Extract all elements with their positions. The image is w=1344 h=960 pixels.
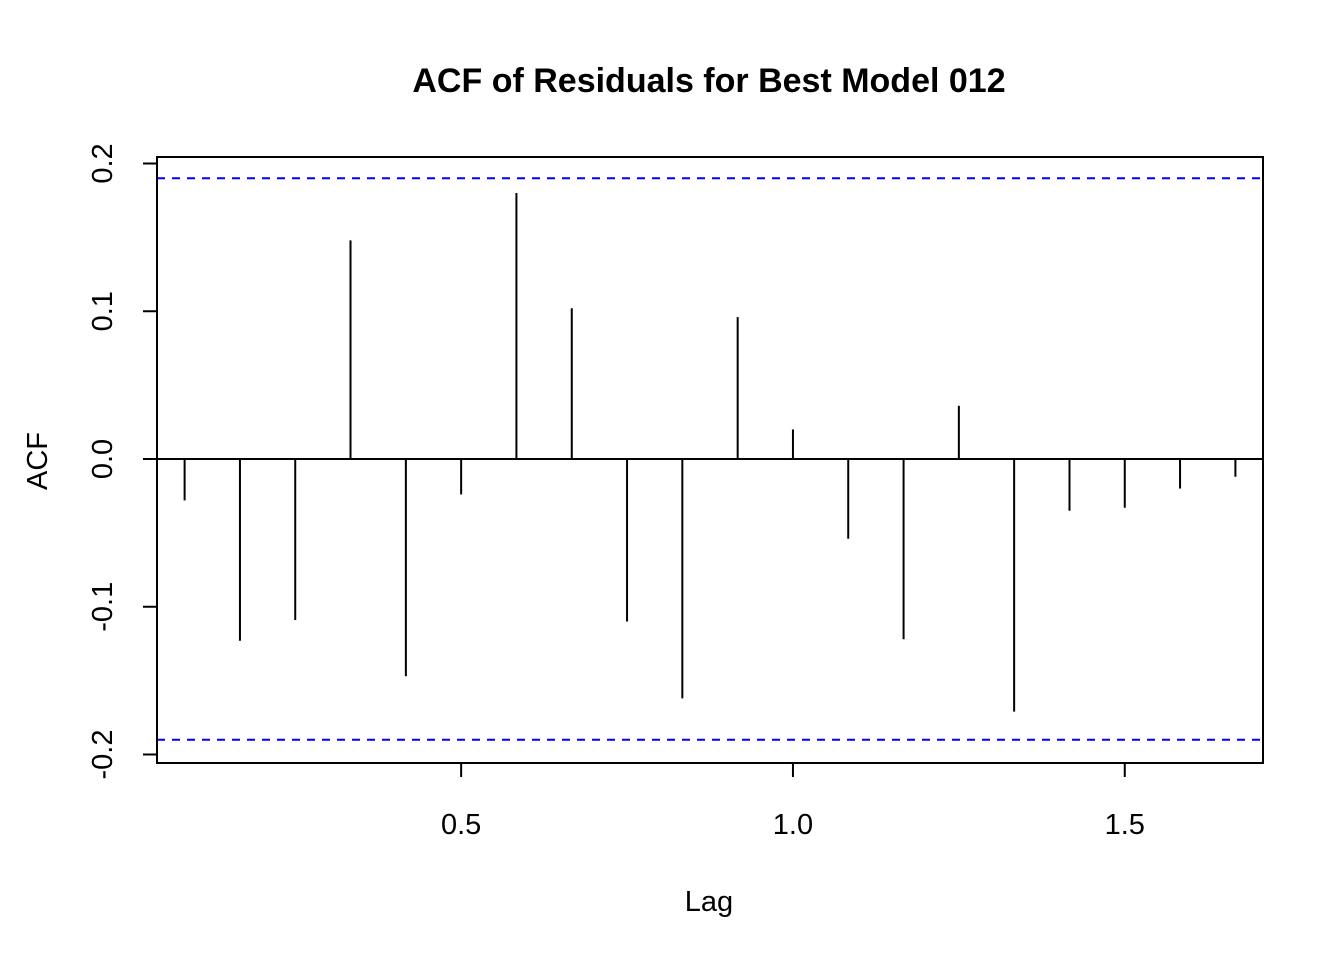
y-tick-label: -0.2 (87, 730, 119, 780)
x-tick-label: 0.5 (441, 809, 481, 841)
x-axis-label: Lag (685, 886, 733, 918)
plot-area: -0.2 -0.1 0.0 0.1 0.2 0.5 1.0 1.5 (87, 143, 1264, 841)
y-tick-label: 0.0 (87, 439, 119, 479)
chart-title: ACF of Residuals for Best Model 012 (412, 62, 1005, 100)
y-tick-label: -0.1 (87, 582, 119, 632)
y-tick-label: 0.1 (87, 291, 119, 331)
y-axis-label: ACF (22, 432, 54, 490)
y-tick-label: 0.2 (87, 143, 119, 183)
x-tick-label: 1.5 (1105, 809, 1145, 841)
x-tick-label: 1.0 (773, 809, 813, 841)
